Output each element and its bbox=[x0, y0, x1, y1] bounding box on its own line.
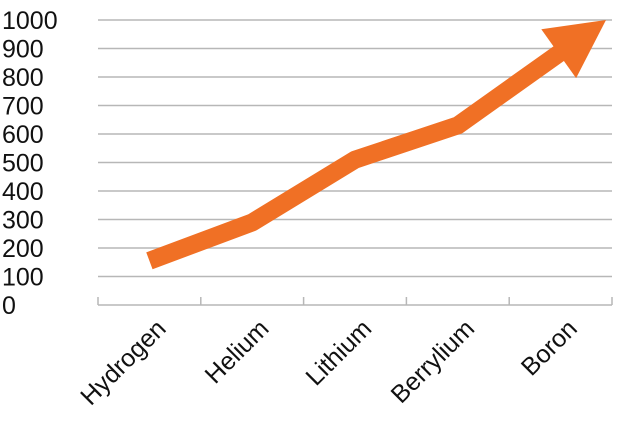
y-tick-label: 500 bbox=[2, 150, 44, 178]
y-tick-label: 200 bbox=[2, 235, 44, 263]
y-tick-label: 100 bbox=[2, 264, 44, 292]
data-point-helium bbox=[251, 221, 253, 223]
series-line bbox=[146, 43, 568, 270]
data-point-lithium bbox=[354, 159, 356, 161]
x-tick-label: Lithium bbox=[300, 314, 377, 391]
x-tick-label: Berrylium bbox=[386, 314, 480, 408]
series-arrowhead bbox=[541, 20, 606, 79]
y-tick-label: 900 bbox=[2, 36, 44, 64]
x-tick-label: Boron bbox=[516, 314, 583, 381]
x-tick-label: Helium bbox=[200, 314, 275, 389]
series-layer bbox=[146, 20, 606, 270]
y-tick-label: 400 bbox=[2, 178, 44, 206]
x-tick-label: Hydrogen bbox=[75, 314, 171, 410]
data-point-berrylium bbox=[457, 124, 459, 126]
data-point-hydrogen bbox=[148, 260, 150, 262]
axis-layer bbox=[97, 297, 613, 306]
y-tick-label: 300 bbox=[2, 207, 44, 235]
grid-layer bbox=[98, 19, 612, 278]
y-tick-label: 700 bbox=[2, 93, 44, 121]
y-tick-label: 800 bbox=[2, 64, 44, 92]
y-tick-label: 600 bbox=[2, 121, 44, 149]
y-tick-label: 0 bbox=[2, 292, 16, 320]
y-tick-label: 1000 bbox=[2, 7, 58, 35]
